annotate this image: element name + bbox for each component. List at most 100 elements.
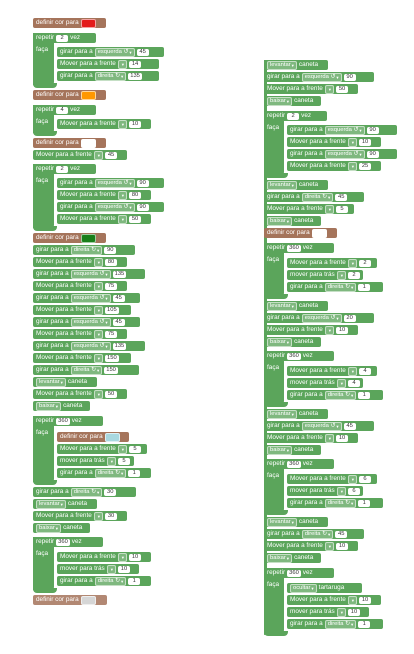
turn-block[interactable]: girar para a direita ↻ ▾ 1 (287, 619, 383, 629)
move-forward-block[interactable]: Mover para a frente ▾ 150 (33, 353, 131, 363)
pen-state-dropdown[interactable]: levantar ▾ (267, 409, 297, 419)
pen-state-dropdown[interactable]: baixar ▾ (36, 523, 62, 533)
pen-state-dropdown[interactable]: baixar ▾ (267, 337, 293, 347)
number-input[interactable]: 90 (366, 126, 379, 134)
turn-block[interactable]: girar para a esquerda ↺ ▾ 45 (264, 421, 374, 431)
turn-block[interactable]: girar para a direita ↻ ▾ 90 (33, 245, 135, 255)
number-input[interactable]: 45 (112, 294, 125, 302)
set-color-block[interactable]: definir cor para (57, 432, 129, 442)
direction-dropdown[interactable]: direita ↻ ▾ (94, 71, 127, 81)
number-input[interactable]: 1 (358, 499, 371, 507)
move-forward-block[interactable]: Mover para a frente ▾ 50 (57, 214, 151, 224)
repeat-block[interactable]: repetir 360 vez faça (33, 537, 103, 557)
move-forward-block[interactable]: Mover para a frente ▾ 50 (33, 389, 127, 399)
distance-dropdown[interactable]: ▾ (93, 389, 104, 399)
pen-state-dropdown[interactable]: baixar ▾ (267, 96, 293, 106)
pen-up-block[interactable]: levantar ▾ caneta (264, 409, 328, 419)
move-back-block[interactable]: mover para trás ▾ 5 (57, 456, 134, 466)
number-input[interactable]: 90 (136, 179, 149, 187)
number-input[interactable]: 1 (128, 469, 141, 477)
turn-block[interactable]: girar para a esquerda ↺ ▾ 90 (287, 125, 397, 135)
number-input[interactable]: 1 (128, 577, 141, 585)
color-swatch[interactable] (80, 18, 96, 28)
distance-dropdown[interactable]: ▾ (117, 119, 128, 129)
distance-dropdown[interactable]: ▾ (117, 190, 128, 200)
number-input[interactable]: 45 (112, 318, 125, 326)
set-color-block[interactable]: definir cor para (33, 138, 106, 148)
pen-up-block[interactable]: levantar ▾ caneta (264, 180, 328, 190)
turn-block[interactable]: girar para a esquerda ↺ ▾ 135 (33, 341, 145, 351)
move-forward-block[interactable]: Mover para a frente ▾ 80 (57, 190, 151, 200)
repeat-block[interactable]: repetir 360 vez faça (264, 459, 334, 479)
repeat-block[interactable]: repetir 360 vez faça (33, 416, 103, 436)
move-forward-block[interactable]: Mover para a frente ▾ 25 (287, 161, 381, 171)
number-input[interactable]: 135 (112, 270, 127, 278)
number-input[interactable]: 2 (287, 112, 300, 120)
number-input[interactable]: 75 (105, 282, 118, 290)
number-input[interactable]: 45 (105, 151, 118, 159)
turn-block[interactable]: girar para a direita ↻ ▾ 135 (57, 71, 159, 81)
distance-dropdown[interactable]: ▾ (336, 486, 347, 496)
number-input[interactable]: 50 (105, 390, 118, 398)
direction-dropdown[interactable]: esquerda ↺ ▾ (94, 202, 135, 212)
repeat-block[interactable]: repetir 2 vez faça (33, 164, 96, 184)
direction-dropdown[interactable]: esquerda ↺ ▾ (301, 421, 342, 431)
number-input[interactable]: 10 (359, 138, 372, 146)
number-input[interactable]: 360 (287, 244, 301, 252)
pen-state-dropdown[interactable]: baixar ▾ (267, 445, 293, 455)
pen-down-block[interactable]: baixar ▾ caneta (264, 96, 321, 106)
number-input[interactable]: 10 (348, 608, 361, 616)
number-input[interactable]: 45 (343, 422, 356, 430)
distance-dropdown[interactable]: ▾ (93, 353, 104, 363)
pen-state-dropdown[interactable]: levantar ▾ (267, 517, 297, 527)
move-forward-block[interactable]: Mover para a frente ▾ 75 (33, 329, 127, 339)
distance-dropdown[interactable]: ▾ (106, 456, 117, 466)
direction-dropdown[interactable]: direita ↻ ▾ (301, 529, 334, 539)
number-input[interactable]: 135 (112, 342, 127, 350)
pen-state-dropdown[interactable]: levantar ▾ (267, 180, 297, 190)
number-input[interactable]: 4 (359, 367, 372, 375)
distance-dropdown[interactable]: ▾ (324, 325, 335, 335)
pen-state-dropdown[interactable]: levantar ▾ (267, 301, 297, 311)
turn-block[interactable]: girar para a direita ↻ ▾ 1 (287, 282, 383, 292)
number-input[interactable]: 10 (336, 326, 349, 334)
pen-down-block[interactable]: baixar ▾ caneta (264, 216, 321, 226)
number-input[interactable]: 5 (129, 445, 142, 453)
color-swatch[interactable] (80, 90, 96, 100)
number-input[interactable]: 1 (358, 391, 371, 399)
number-input[interactable]: 25 (359, 162, 372, 170)
distance-dropdown[interactable]: ▾ (347, 474, 358, 484)
pen-state-dropdown[interactable]: baixar ▾ (36, 401, 62, 411)
direction-dropdown[interactable]: direita ↻ ▾ (70, 245, 103, 255)
number-input[interactable]: 1 (358, 620, 371, 628)
move-forward-block[interactable]: Mover para a frente ▾ 10 (57, 119, 151, 129)
move-forward-block[interactable]: Mover para a frente ▾ 10 (264, 433, 358, 443)
pen-down-block[interactable]: baixar ▾ caneta (33, 523, 90, 533)
number-input[interactable]: 360 (56, 538, 70, 546)
distance-dropdown[interactable]: ▾ (106, 564, 117, 574)
distance-dropdown[interactable]: ▾ (93, 305, 104, 315)
direction-dropdown[interactable]: direita ↻ ▾ (70, 365, 103, 375)
number-input[interactable]: 10 (336, 434, 349, 442)
distance-dropdown[interactable]: ▾ (336, 378, 347, 388)
number-input[interactable]: 360 (287, 569, 301, 577)
pen-up-block[interactable]: levantar ▾ caneta (264, 301, 328, 311)
number-input[interactable]: 150 (104, 366, 118, 374)
distance-dropdown[interactable]: ▾ (324, 433, 335, 443)
turn-block[interactable]: girar para a esquerda ↺ ▾ 90 (264, 72, 374, 82)
turn-block[interactable]: girar para a esquerda ↺ ▾ 90 (287, 149, 397, 159)
number-input[interactable]: 50 (336, 85, 349, 93)
turn-block[interactable]: girar para a direita ↻ ▾ 45 (264, 529, 364, 539)
number-input[interactable]: 10 (336, 542, 349, 550)
pen-state-dropdown[interactable]: levantar ▾ (36, 499, 66, 509)
direction-dropdown[interactable]: esquerda ↺ ▾ (301, 72, 342, 82)
visibility-dropdown[interactable]: ocultar ▾ (290, 583, 317, 593)
set-color-block[interactable]: definir cor para (33, 595, 107, 605)
move-back-block[interactable]: mover para trás ▾ 6 (287, 486, 363, 496)
number-input[interactable]: 360 (287, 460, 301, 468)
number-input[interactable]: 45 (335, 530, 348, 538)
direction-dropdown[interactable]: direita ↻ ▾ (70, 487, 103, 497)
distance-dropdown[interactable]: ▾ (117, 444, 128, 454)
number-input[interactable]: 80 (129, 191, 142, 199)
